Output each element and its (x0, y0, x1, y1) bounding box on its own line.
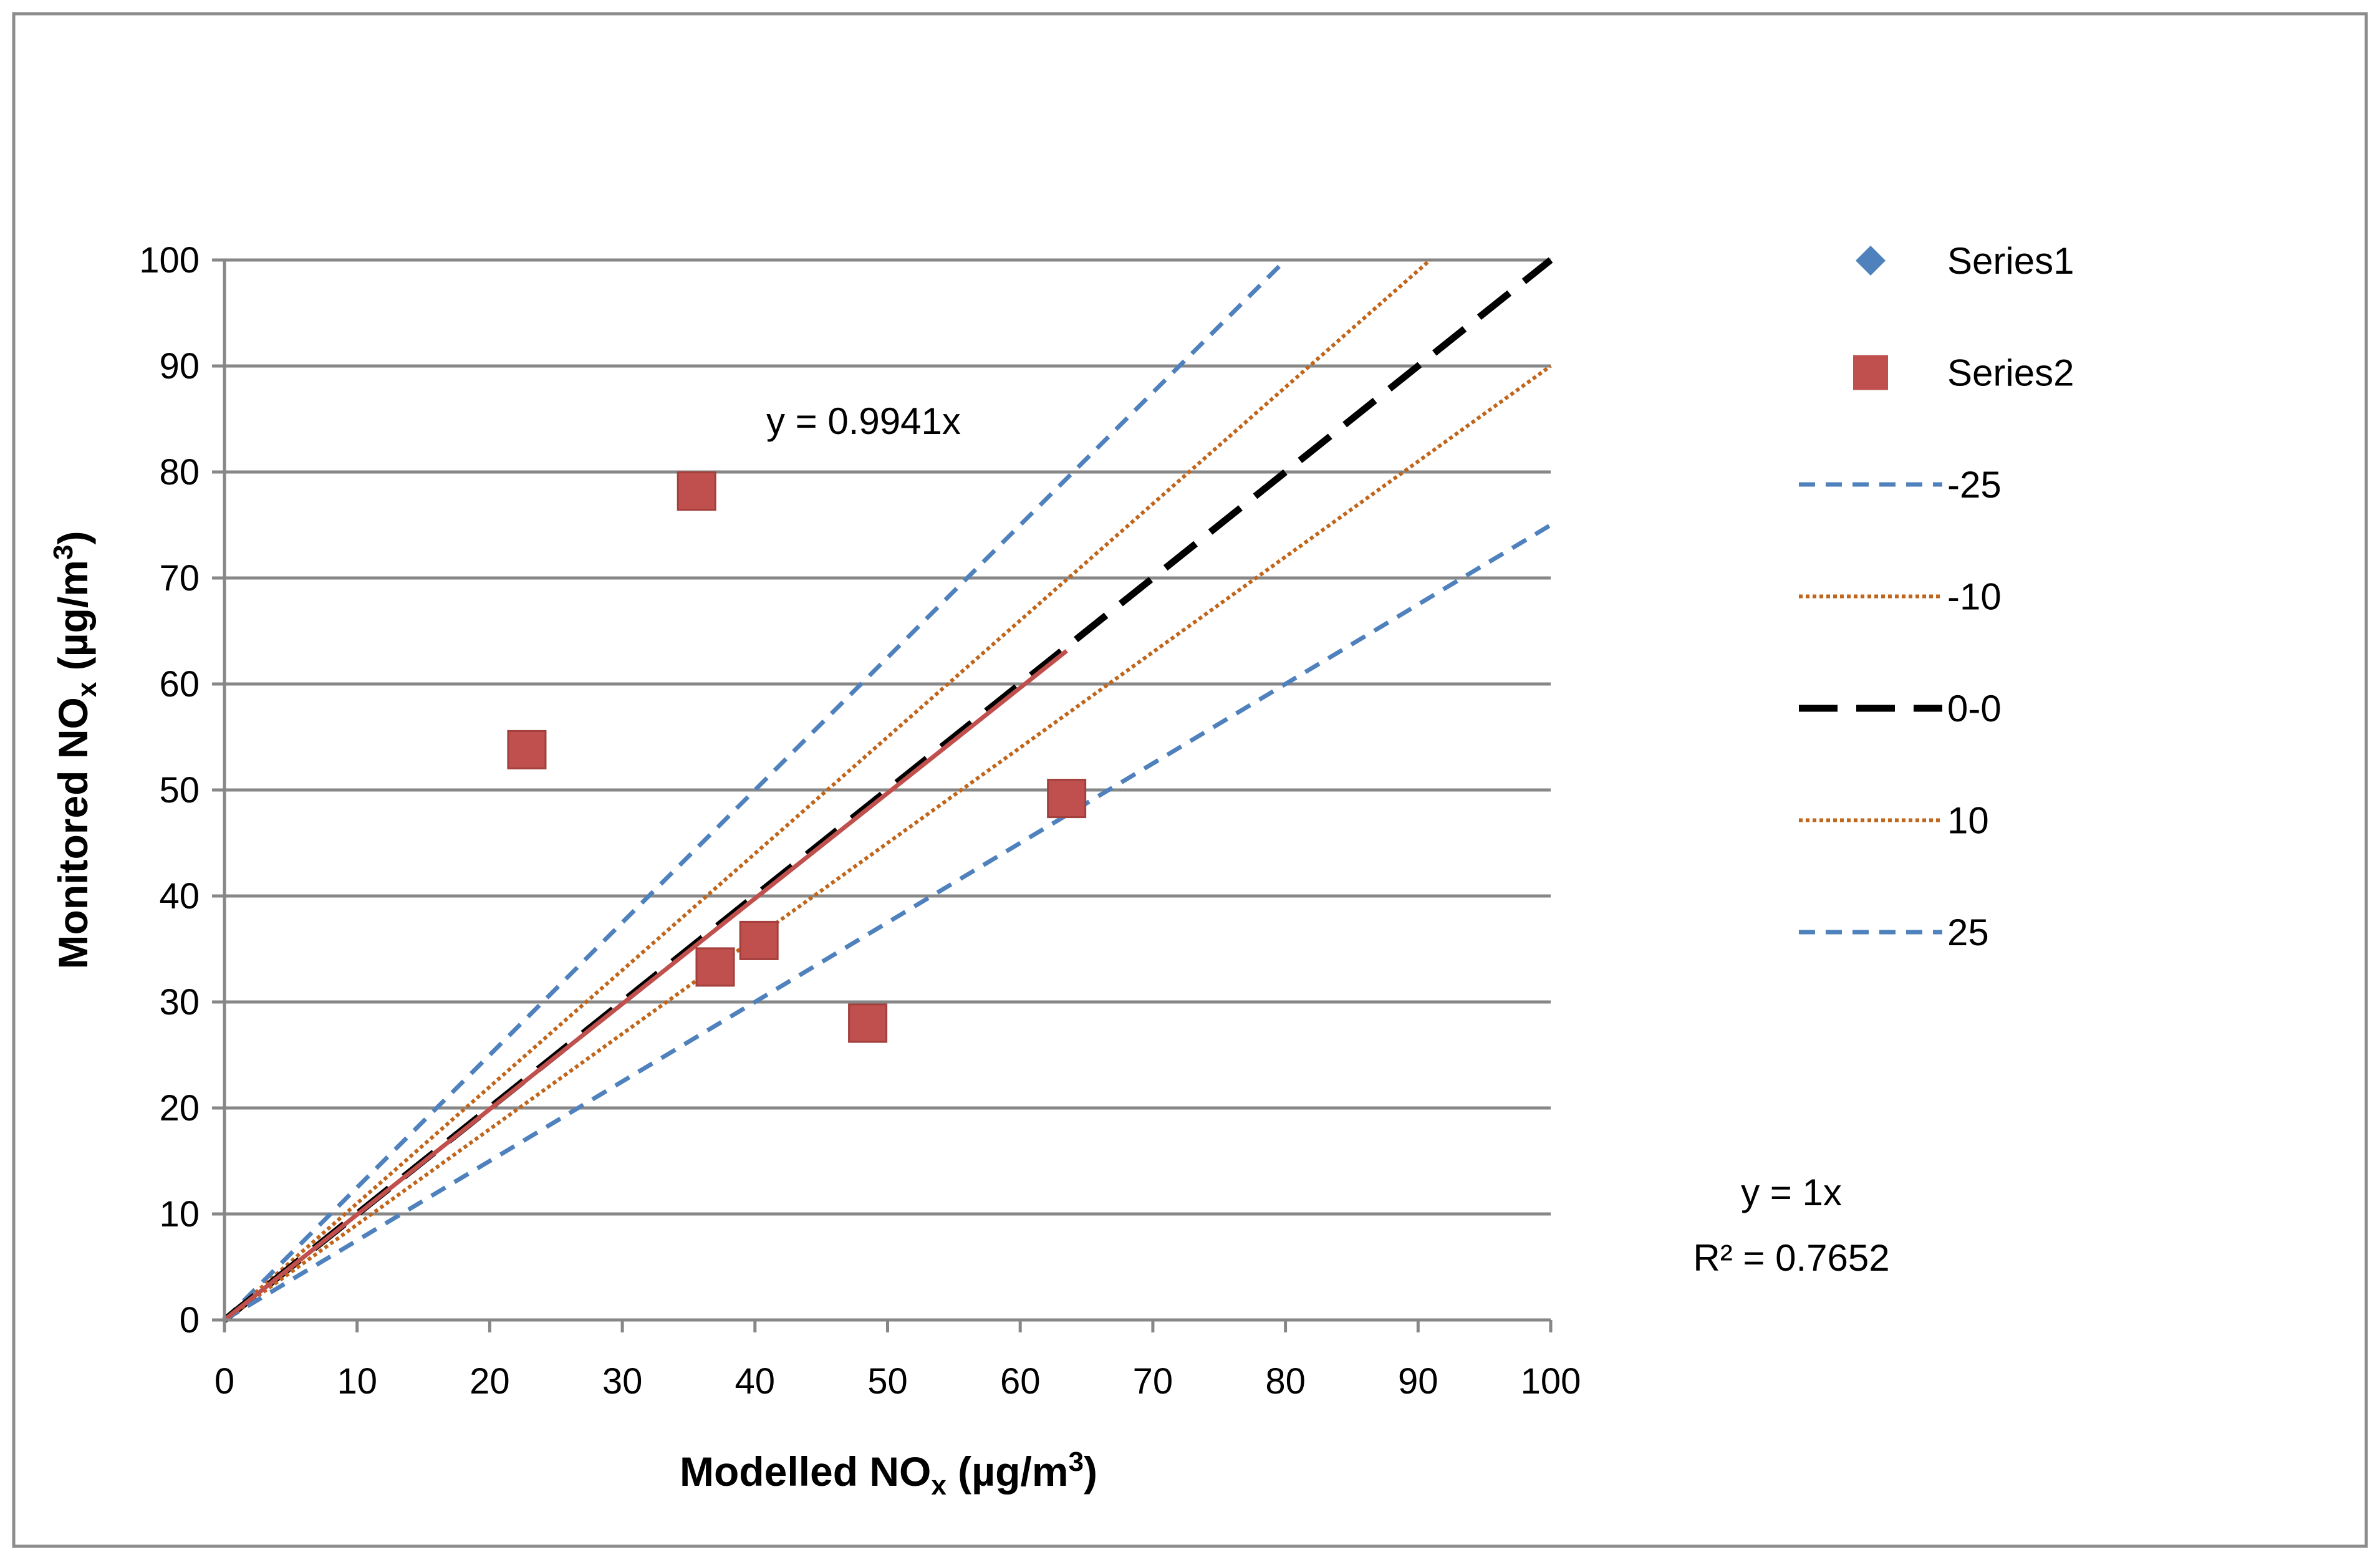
y-tick-label-60: 60 (159, 664, 200, 705)
legend-label-Series1: Series1 (1947, 240, 2074, 282)
legend-label-10: 10 (1947, 800, 1989, 842)
x-axis-title: Modelled NOx (µg/m3) (680, 1447, 1097, 1501)
reference-line--10 (223, 258, 1432, 1322)
legend-item--10: -10 (1799, 576, 2002, 618)
y-tick-label-50: 50 (159, 770, 200, 811)
axes (212, 258, 1553, 1332)
legend-item-Series2: Series2 (1853, 352, 2074, 394)
series1-equation-label: y = 1x (1741, 1172, 1842, 1213)
legend-item-25: 25 (1799, 912, 1989, 953)
legend-item--25: -25 (1799, 464, 2002, 506)
x-tick-label-20: 20 (470, 1361, 510, 1402)
y-axis-title-close: ) (50, 531, 96, 545)
reference-lines (222, 257, 1553, 1323)
legend: Series1 Series2 -25 -10 0-0 10 25 (1799, 240, 2074, 953)
x-tick-label-30: 30 (602, 1361, 643, 1402)
legend-marker-Series2 (1853, 355, 1888, 390)
x-tick-label-80: 80 (1265, 1361, 1306, 1402)
legend-label-0-0: 0-0 (1947, 688, 2002, 729)
legend-item-10: 10 (1799, 800, 1989, 842)
series2-point-3 (739, 920, 779, 960)
x-tick-label-0: 0 (214, 1361, 234, 1402)
data-points (507, 471, 1087, 1043)
series2-point-2 (695, 947, 735, 987)
x-axis-title-main: Modelled NO (680, 1448, 931, 1495)
x-tick-label-10: 10 (337, 1361, 377, 1402)
y-tick-label-40: 40 (159, 876, 200, 917)
y-tick-label-30: 30 (159, 982, 200, 1023)
legend-marker-Series1 (1856, 246, 1886, 276)
x-axis-title-sub: x (931, 1470, 947, 1501)
x-tick-label-60: 60 (1000, 1361, 1041, 1402)
y-tick-label-0: 0 (180, 1300, 200, 1341)
x-tick-labels: 0 10 20 30 40 50 60 70 80 90 100 (214, 1361, 1581, 1402)
gridlines (224, 258, 1551, 1216)
series2-point-1 (677, 471, 716, 511)
y-tick-label-80: 80 (159, 452, 200, 493)
chart-border (12, 12, 2368, 1548)
y-axis-title: Monitored NOx (µg/m3) (48, 531, 102, 970)
x-tick-label-90: 90 (1398, 1361, 1438, 1402)
trend-equation-label: y = 0.9941x (766, 400, 961, 442)
y-axis-title-main: Monitored NO (50, 697, 96, 969)
y-tick-label-10: 10 (159, 1194, 200, 1235)
legend-item-0-0: 0-0 (1799, 688, 2002, 729)
legend-item-Series1: Series1 (1856, 240, 2074, 282)
reference-line-0-0 (222, 257, 1553, 1323)
legend-label-25: 25 (1947, 912, 1989, 953)
x-tick-label-50: 50 (867, 1361, 908, 1402)
series2-point-4 (848, 1003, 888, 1043)
y-tick-labels: 0 10 20 30 40 50 60 70 80 90 100 (139, 240, 200, 1341)
series2-point-0 (507, 729, 547, 769)
y-axis-title-sub: x (72, 681, 102, 697)
x-axis-title-close: ) (1084, 1448, 1097, 1495)
x-tick-label-100: 100 (1521, 1361, 1581, 1402)
x-tick-label-70: 70 (1133, 1361, 1173, 1402)
x-axis-title-sup: 3 (1069, 1447, 1084, 1477)
series2-point-5 (1047, 779, 1087, 819)
trendline-series2 (223, 649, 1068, 1322)
y-axis-title-unit: (µg/m (50, 560, 96, 682)
legend-label--25: -25 (1947, 464, 2002, 506)
legend-label--10: -10 (1947, 576, 2002, 618)
reference-line--25 (223, 258, 1288, 1322)
y-tick-label-70: 70 (159, 558, 200, 599)
x-axis-title-unit: (µg/m (947, 1448, 1069, 1495)
r-squared-label: R² = 0.7652 (1693, 1237, 1889, 1279)
y-tick-label-20: 20 (159, 1088, 200, 1129)
legend-label-Series2: Series2 (1947, 352, 2074, 394)
trendline-group (223, 649, 1068, 1322)
x-tick-label-40: 40 (735, 1361, 776, 1402)
y-axis-title-sup: 3 (48, 545, 79, 560)
reference-line-10 (223, 364, 1552, 1322)
reference-line-25 (223, 522, 1552, 1322)
y-tick-label-100: 100 (139, 240, 200, 281)
y-tick-label-90: 90 (159, 346, 200, 387)
